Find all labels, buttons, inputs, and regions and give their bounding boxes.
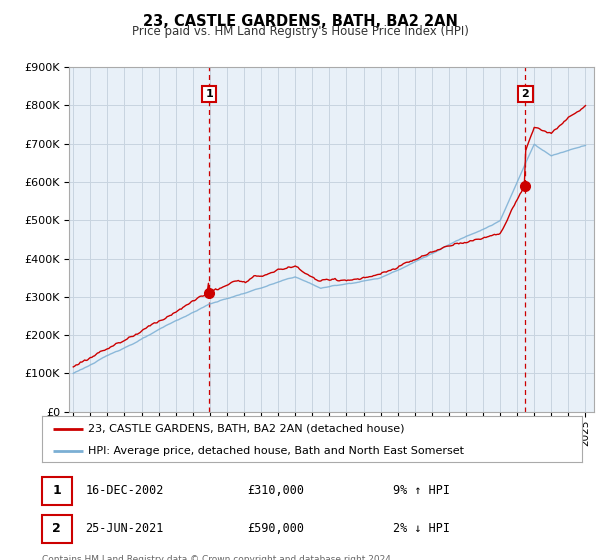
Text: 16-DEC-2002: 16-DEC-2002: [85, 484, 164, 497]
Text: £310,000: £310,000: [247, 484, 304, 497]
FancyBboxPatch shape: [42, 477, 72, 505]
Text: 2: 2: [52, 522, 61, 535]
Text: £590,000: £590,000: [247, 522, 304, 535]
Text: HPI: Average price, detached house, Bath and North East Somerset: HPI: Average price, detached house, Bath…: [88, 446, 464, 455]
Text: 1: 1: [52, 484, 61, 497]
Text: 23, CASTLE GARDENS, BATH, BA2 2AN: 23, CASTLE GARDENS, BATH, BA2 2AN: [143, 14, 457, 29]
Text: 1: 1: [205, 89, 213, 99]
Text: 23, CASTLE GARDENS, BATH, BA2 2AN (detached house): 23, CASTLE GARDENS, BATH, BA2 2AN (detac…: [88, 424, 404, 434]
FancyBboxPatch shape: [42, 515, 72, 543]
Text: 2: 2: [521, 89, 529, 99]
Text: 25-JUN-2021: 25-JUN-2021: [85, 522, 164, 535]
Text: Contains HM Land Registry data © Crown copyright and database right 2024.
This d: Contains HM Land Registry data © Crown c…: [42, 555, 394, 560]
Text: 2% ↓ HPI: 2% ↓ HPI: [393, 522, 450, 535]
Text: 9% ↑ HPI: 9% ↑ HPI: [393, 484, 450, 497]
Text: Price paid vs. HM Land Registry's House Price Index (HPI): Price paid vs. HM Land Registry's House …: [131, 25, 469, 38]
